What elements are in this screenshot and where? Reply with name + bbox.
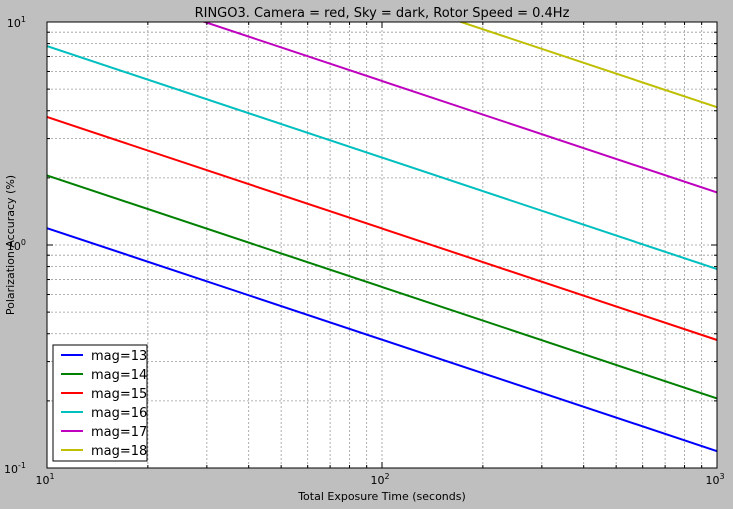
- y-tick-label: 101: [7, 15, 26, 30]
- series-lines: [47, 22, 717, 453]
- series-line: [47, 227, 717, 453]
- legend-label: mag=18: [91, 444, 147, 459]
- legend-label: mag=13: [91, 349, 147, 364]
- series-line: [47, 174, 717, 400]
- series-line: [47, 45, 717, 271]
- x-tick-label: 102: [370, 472, 389, 487]
- series-line: [457, 22, 717, 109]
- y-tick-labels: 10-1 100 101: [4, 15, 26, 476]
- x-tick-labels: 101 102 103: [35, 472, 724, 487]
- legend-box: [52, 344, 148, 462]
- y-axis-label: Polarization Accuracy (%): [4, 175, 17, 315]
- axis-ticks: [46, 21, 718, 469]
- legend-label: mag=14: [91, 368, 147, 383]
- y-tick-label: 100: [7, 238, 26, 253]
- x-axis-label: Total Exposure Time (seconds): [297, 490, 466, 503]
- legend-label: mag=17: [91, 425, 147, 440]
- series-line: [201, 22, 717, 194]
- legend-label: mag=16: [91, 406, 147, 421]
- legend-label: mag=15: [91, 387, 147, 402]
- legend: mag=13 mag=14 mag=15 mag=16 mag=17 mag=18: [52, 344, 148, 462]
- chart-title: RINGO3. Camera = red, Sky = dark, Rotor …: [195, 6, 570, 21]
- x-tick-label: 103: [705, 472, 724, 487]
- series-line: [47, 116, 717, 341]
- x-tick-label: 101: [35, 472, 54, 487]
- y-tick-label: 10-1: [4, 461, 26, 476]
- plot-area: [47, 22, 717, 468]
